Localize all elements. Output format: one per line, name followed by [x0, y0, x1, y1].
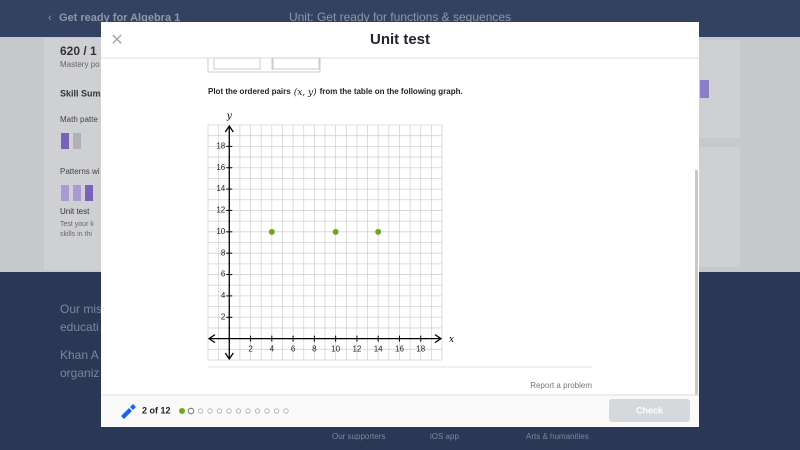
skill-bar — [61, 133, 69, 149]
x-tick-label: 10 — [331, 345, 340, 354]
dot-current — [187, 407, 195, 415]
y-tick-label: 8 — [221, 248, 226, 257]
dot — [245, 408, 251, 414]
skill-bar — [700, 80, 709, 98]
dot-done — [178, 407, 185, 414]
y-tick-label: 12 — [216, 206, 225, 215]
report-link[interactable]: Report a problem — [530, 381, 592, 390]
question-math: (x, y) — [294, 87, 317, 98]
dot — [264, 408, 270, 414]
close-button[interactable]: ✕ — [110, 32, 123, 49]
nav-back[interactable]: Get ready for Algebra 1 — [59, 12, 180, 24]
dot — [216, 408, 223, 414]
x-tick-label: 8 — [312, 345, 317, 354]
x-axis-label: x — [449, 335, 454, 345]
mission-text: Khan A — [60, 348, 99, 362]
y-tick-label: 14 — [216, 184, 225, 193]
point — [332, 228, 339, 235]
skill-bar — [73, 185, 81, 201]
dot — [207, 408, 213, 414]
back-arrow[interactable]: ‹ — [48, 12, 52, 24]
x-tick-label: 14 — [374, 345, 383, 354]
dot — [197, 408, 204, 414]
unit-test-desc: skills in thi — [60, 231, 92, 238]
question-text: Plot the ordered pairs — [208, 87, 291, 96]
x-tick-label: 16 — [395, 345, 404, 354]
question: Plot the ordered pairs (x, y) from the tab… — [208, 87, 463, 98]
input-box[interactable] — [213, 57, 261, 70]
unit-test-desc: Test your k — [60, 221, 94, 228]
x-tick-label: 12 — [352, 345, 361, 354]
scrollbar[interactable] — [695, 170, 698, 395]
footer-link[interactable]: Arts & humanities — [526, 432, 589, 441]
y-tick-label: 4 — [221, 291, 226, 300]
x-tick-label: 6 — [291, 345, 296, 354]
mission-text: Our mis — [60, 302, 102, 316]
graph[interactable]: 2 4 6 8 10 12 14 16 18 2 4 6 8 10 12 14 16 18 x y — [207, 112, 454, 361]
dot — [235, 408, 242, 414]
input-box[interactable] — [272, 57, 320, 70]
nav-unit: Unit: Get ready for functions & sequence… — [289, 10, 511, 24]
dot — [283, 408, 289, 414]
point — [268, 228, 275, 235]
y-axis-label: y — [226, 112, 233, 122]
y-tick-label: 16 — [216, 163, 225, 172]
progress-dots — [178, 407, 289, 415]
progress-text: 2 of 12 — [142, 405, 171, 415]
dot — [254, 408, 261, 414]
mastery-caption: Mastery po — [60, 60, 100, 69]
axis-arrow — [207, 124, 443, 361]
pencil-icon — [121, 404, 136, 419]
y-tick-label: 18 — [216, 141, 225, 150]
footer-link[interactable]: iOS app — [430, 432, 459, 441]
check-button[interactable] — [609, 399, 690, 422]
x-tick-label: 2 — [248, 345, 253, 354]
unit-test-link[interactable]: Unit test — [60, 207, 90, 216]
skill-bar — [85, 185, 93, 201]
mission-text: educati — [60, 320, 99, 334]
y-tick-label: 10 — [216, 227, 225, 236]
question-text: from the table on the following graph. — [320, 87, 463, 96]
skill-name: Math patte — [60, 115, 98, 124]
dot — [273, 408, 280, 414]
modal — [101, 22, 699, 427]
skill-name: Patterns wi — [60, 167, 100, 176]
skill-bar — [73, 133, 81, 149]
dot — [226, 408, 232, 414]
x-tick-label: 18 — [416, 345, 425, 354]
x-tick-label: 4 — [270, 345, 275, 354]
point — [375, 228, 382, 235]
modal-title: Unit test — [370, 31, 430, 48]
y-tick-label: 6 — [221, 270, 226, 279]
skill-bar — [61, 185, 69, 201]
mission-text: organiz — [60, 366, 99, 380]
check-label[interactable]: Check — [636, 405, 664, 415]
footer-link[interactable]: Our supporters — [332, 432, 385, 441]
y-tick-label: 2 — [221, 312, 226, 321]
skill-summary: Skill Summ — [60, 88, 109, 98]
mastery-points: 620 / 1 — [60, 44, 97, 58]
